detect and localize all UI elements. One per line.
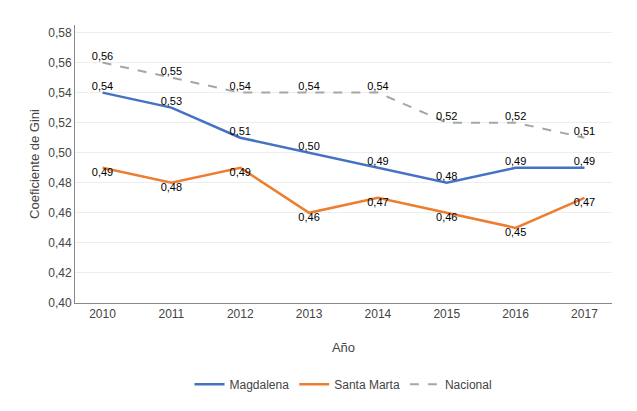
svg-text:0,46: 0,46 [48,206,72,220]
svg-text:2014: 2014 [365,307,392,321]
svg-text:Santa Marta: Santa Marta [334,378,400,392]
svg-text:0,49: 0,49 [367,155,388,167]
svg-text:Nacional: Nacional [445,378,492,392]
svg-text:2016: 2016 [502,307,529,321]
svg-text:0,49: 0,49 [574,155,595,167]
svg-text:0,50: 0,50 [298,140,319,152]
svg-text:0,54: 0,54 [298,80,319,92]
svg-text:0,52: 0,52 [48,116,72,130]
svg-text:0,47: 0,47 [367,196,388,208]
svg-text:0,48: 0,48 [48,176,72,190]
svg-text:2010: 2010 [89,307,116,321]
svg-text:0,54: 0,54 [92,80,113,92]
svg-text:0,52: 0,52 [505,110,526,122]
svg-text:0,49: 0,49 [505,155,526,167]
svg-text:0,53: 0,53 [161,95,182,107]
svg-text:0,48: 0,48 [161,181,182,193]
svg-text:0,52: 0,52 [436,110,457,122]
svg-text:0,49: 0,49 [92,166,113,178]
svg-text:0,55: 0,55 [161,65,182,77]
svg-text:Coeficiente de Gini: Coeficiente de Gini [27,109,42,219]
svg-text:0,51: 0,51 [230,125,251,137]
svg-text:0,42: 0,42 [48,266,72,280]
svg-text:0,48: 0,48 [436,170,457,182]
svg-text:0,56: 0,56 [48,56,72,70]
svg-text:0,56: 0,56 [92,50,113,62]
svg-text:0,46: 0,46 [436,211,457,223]
svg-text:0,49: 0,49 [230,166,251,178]
svg-text:2013: 2013 [296,307,323,321]
svg-text:0,54: 0,54 [367,80,388,92]
svg-text:2011: 2011 [158,307,184,321]
svg-text:0,44: 0,44 [48,236,72,250]
svg-text:Magdalena: Magdalena [230,378,290,392]
svg-text:0,58: 0,58 [48,26,72,40]
svg-text:0,50: 0,50 [48,146,72,160]
svg-text:Año: Año [332,340,355,355]
svg-text:2017: 2017 [571,307,598,321]
svg-text:0,54: 0,54 [230,80,251,92]
svg-text:2012: 2012 [227,307,254,321]
svg-text:0,51: 0,51 [574,125,595,137]
svg-text:0,47: 0,47 [574,196,595,208]
svg-text:0,40: 0,40 [48,296,72,310]
svg-text:2015: 2015 [433,307,460,321]
svg-text:0,46: 0,46 [298,211,319,223]
svg-text:0,54: 0,54 [48,86,72,100]
svg-text:0,45: 0,45 [505,226,526,238]
